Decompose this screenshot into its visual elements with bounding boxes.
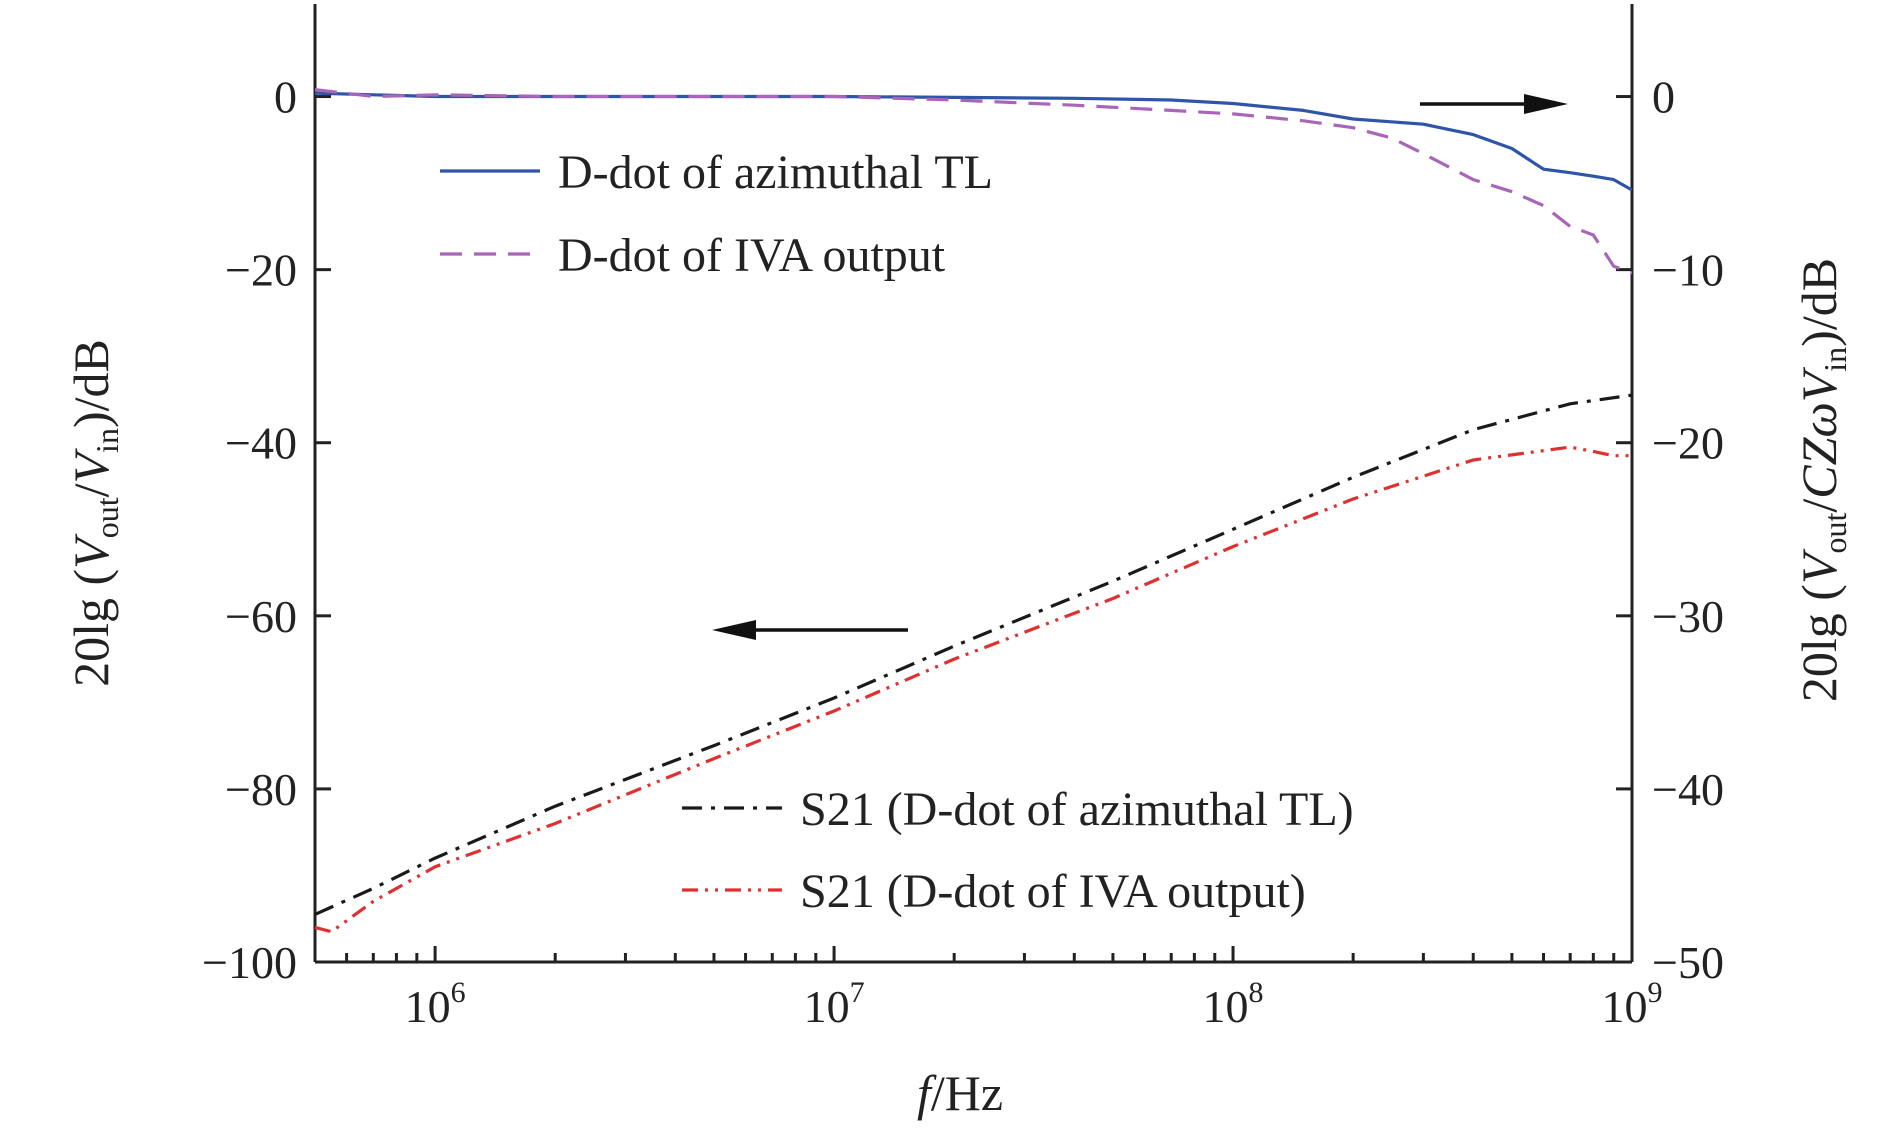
y-axis-title-left: 20lg (Vout/Vin)/dB — [63, 339, 125, 687]
series-line-3 — [314, 393, 1633, 916]
y-right-tick-label: −50 — [1652, 937, 1724, 988]
y-left-tick-label: −100 — [202, 937, 297, 988]
y-right-tick-label: −10 — [1652, 245, 1724, 296]
y-left-tick-label: −20 — [225, 245, 297, 296]
arrows-group — [712, 94, 1568, 640]
arrow-left-head — [712, 620, 756, 640]
legend-label-2: D-dot of IVA output — [558, 229, 946, 282]
legend-label-4: S21 (D-dot of IVA output) — [800, 865, 1306, 918]
arrow-right-head — [1524, 94, 1568, 114]
series-line-2 — [314, 88, 1633, 275]
x-tick-label: 106 — [405, 976, 466, 1032]
legend-label-1: D-dot of azimuthal TL — [558, 146, 993, 199]
x-axis-title: f/Hz — [917, 1065, 1003, 1121]
y-axis-title-right: 20lg (Vout/CZωVin)/dB — [1791, 258, 1853, 702]
axes-group — [313, 4, 1634, 964]
y-left-tick-label: −80 — [225, 764, 297, 815]
y-right-tick-label: 0 — [1652, 72, 1675, 123]
y-left-tick-label: 0 — [274, 72, 297, 123]
series-group — [314, 88, 1633, 934]
x-tick-label: 107 — [804, 976, 865, 1032]
x-tick-label: 108 — [1203, 976, 1264, 1032]
ticks-group: 0 −20 −40 −60 −80 −100 0 −10 −20 −30 −40 −50 106 107 1… — [202, 72, 1724, 1032]
legend-group: D-dot of azimuthal TL D-dot of IVA output… — [440, 146, 1354, 918]
y-right-tick-label: −30 — [1652, 591, 1724, 642]
y-left-tick-label: −60 — [225, 591, 297, 642]
y-right-tick-label: −20 — [1652, 418, 1724, 469]
series-line-1 — [314, 91, 1633, 192]
series-line-4 — [314, 445, 1632, 934]
y-left-tick-label: −40 — [225, 418, 297, 469]
x-tick-label: 109 — [1602, 976, 1663, 1032]
legend-label-3: S21 (D-dot of azimuthal TL) — [800, 783, 1354, 836]
y-right-tick-label: −40 — [1652, 764, 1724, 815]
